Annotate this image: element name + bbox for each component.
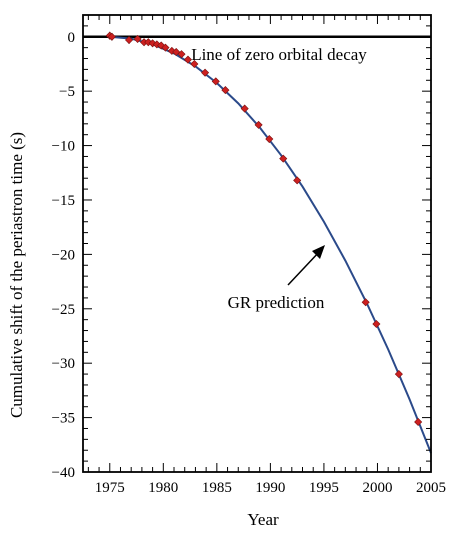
x-tick-label: 1975	[95, 480, 125, 496]
axes: 1975 1980 1985 1990 1995 2000 2005 0 −5 −10 −15 −20…	[52, 14, 446, 496]
y-tick-label: 0	[68, 30, 76, 46]
data-point	[372, 319, 381, 329]
data-point	[394, 370, 403, 379]
data-point	[190, 59, 199, 68]
y-tick-label: −5	[59, 84, 75, 100]
data-point	[152, 40, 161, 49]
y-tick-label: −35	[52, 411, 75, 427]
data-point	[254, 120, 263, 129]
data-point	[125, 36, 134, 45]
x-tick-label: 1985	[202, 480, 232, 496]
y-tick-label: −30	[52, 356, 75, 372]
data-point	[414, 417, 423, 426]
gr-prediction-label: GR prediction	[228, 293, 325, 312]
zero-line-label: Line of zero orbital decay	[191, 45, 367, 64]
data-point	[133, 34, 142, 43]
gr-prediction-arrow	[287, 245, 325, 286]
y-tick-label: −40	[52, 465, 75, 481]
data-point	[221, 86, 230, 95]
x-tick-label: 1990	[255, 480, 285, 496]
x-tick-label: 2000	[362, 480, 392, 496]
data-point	[293, 176, 302, 185]
data-point	[161, 43, 170, 52]
data-point	[183, 55, 192, 64]
y-tick-label: −25	[52, 302, 75, 318]
data-point	[240, 104, 249, 113]
data-point	[107, 32, 116, 41]
data-layer	[105, 31, 432, 454]
data-point	[201, 68, 210, 77]
gr-prediction-curve	[109, 35, 432, 454]
data-point	[265, 135, 274, 144]
x-tick-label: 1995	[309, 480, 339, 496]
y-tick-label: −10	[52, 139, 75, 155]
y-axis-label: Cumulative shift of the periastron time …	[7, 132, 26, 418]
y-tick-label: −20	[52, 247, 75, 263]
x-axis-label: Year	[247, 510, 279, 529]
data-point	[279, 154, 288, 163]
data-point	[211, 77, 220, 86]
x-tick-label: 2005	[416, 480, 446, 496]
data-point	[361, 298, 370, 307]
plot-frame	[82, 14, 432, 473]
data-point	[177, 50, 186, 59]
y-tick-label: −15	[52, 193, 75, 209]
x-tick-label: 1980	[148, 480, 178, 496]
